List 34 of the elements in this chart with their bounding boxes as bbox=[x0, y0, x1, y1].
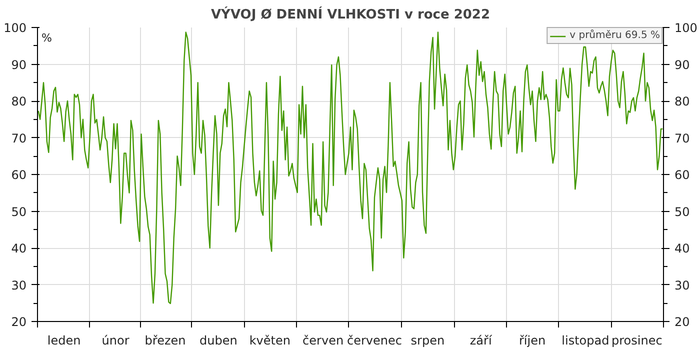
x-tick-label: listopad bbox=[562, 334, 610, 348]
y-tick-label: 60 bbox=[11, 168, 27, 182]
x-tick-label: prosinec bbox=[612, 334, 662, 348]
y2-tick-label: 50 bbox=[674, 204, 690, 219]
y2-tick-label: 20 bbox=[674, 315, 690, 329]
y2-tick-label: 70 bbox=[674, 131, 690, 146]
y-tick-label: 100 bbox=[4, 21, 26, 35]
x-tick-label: září bbox=[470, 334, 492, 348]
x-tick-label: leden bbox=[47, 334, 81, 348]
line-series bbox=[38, 32, 664, 304]
x-tick-label: březen bbox=[144, 334, 186, 348]
chart-title: VÝVOJ Ø DENNÍ VLHKOSTI v roce 2022 bbox=[210, 6, 490, 22]
y2-tick-label: 30 bbox=[674, 278, 690, 292]
y-axis-title: % bbox=[42, 32, 52, 44]
y-tick-label: 40 bbox=[11, 242, 27, 256]
y-tick-label: 90 bbox=[11, 58, 27, 72]
y2-tick-label: 60 bbox=[674, 168, 690, 182]
y-tick-label: 80 bbox=[11, 94, 27, 108]
y-tick-label: 50 bbox=[11, 204, 27, 219]
x-tick-label: říjen bbox=[519, 334, 546, 348]
y-tick-label: 70 bbox=[11, 131, 27, 146]
x-tick-label: srpen bbox=[410, 334, 445, 348]
x-tick-label: červen bbox=[302, 334, 344, 348]
y2-tick-label: 90 bbox=[674, 58, 690, 72]
x-tick-label: duben bbox=[200, 334, 238, 348]
legend-label: v průměru 69.5 % bbox=[570, 30, 660, 41]
x-tick-label: únor bbox=[102, 334, 130, 348]
y2-tick-label: 100 bbox=[674, 21, 698, 35]
y2-tick-label: 80 bbox=[674, 94, 690, 108]
x-tick-label: květen bbox=[249, 334, 290, 348]
y-tick-label: 30 bbox=[11, 278, 27, 292]
y2-tick-label: 40 bbox=[674, 242, 690, 256]
x-tick-label: červenec bbox=[347, 334, 402, 348]
y-tick-label: 20 bbox=[11, 315, 27, 329]
